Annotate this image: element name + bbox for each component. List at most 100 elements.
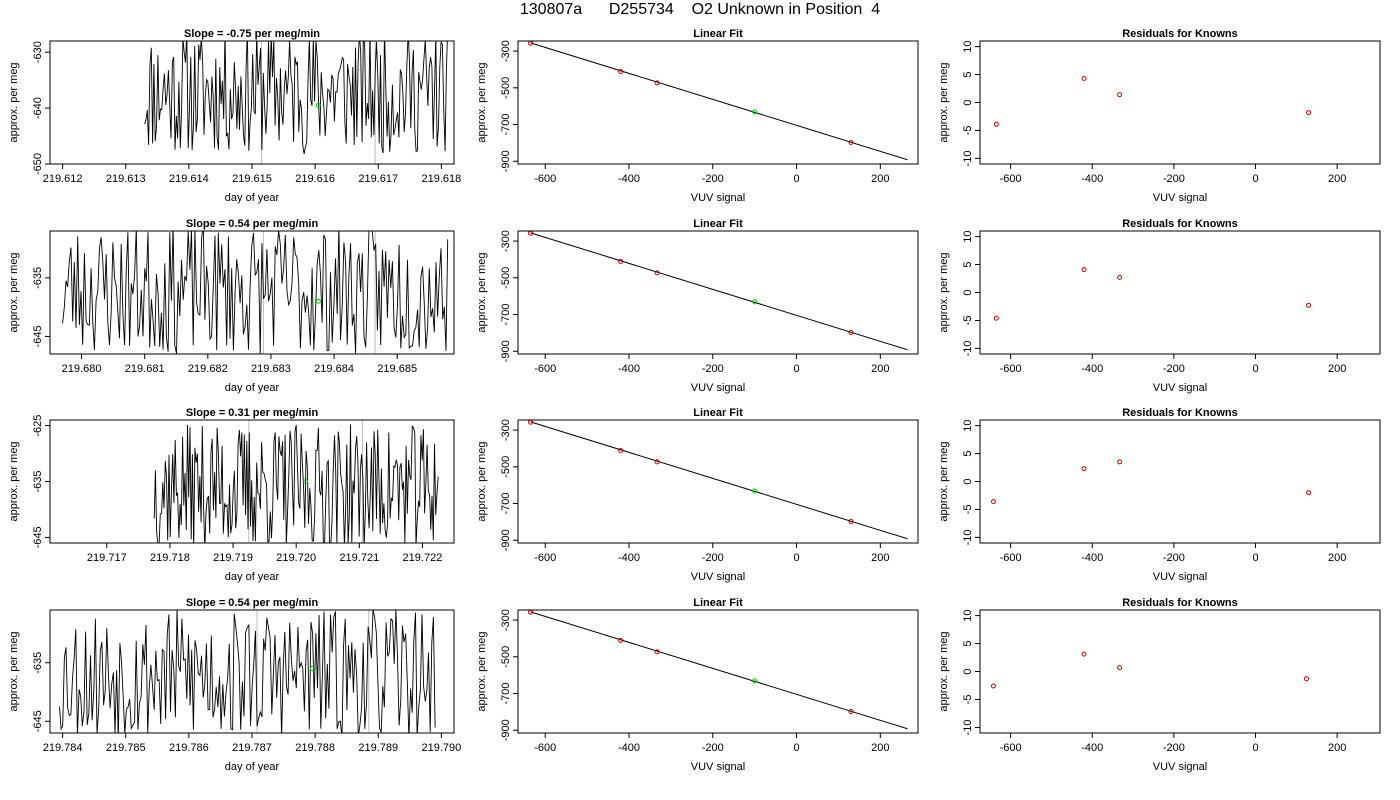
x-tick-label: 219.615: [232, 173, 272, 185]
x-axis-label: VUV signal: [691, 382, 745, 394]
x-tick-label: 0: [793, 363, 799, 375]
x-axis-label: VUV signal: [691, 571, 745, 583]
x-tick-label: -400: [618, 173, 640, 185]
x-tick-label: -400: [1081, 742, 1103, 754]
y-axis-label: approx. per meg: [938, 252, 950, 332]
panel-title: Slope = 0.54 per meg/min: [186, 597, 319, 609]
x-axis: 219.612 219.613 219.614 219.615 219.616 219.6…: [43, 164, 461, 185]
y-tick-label: -700: [500, 114, 512, 136]
known-point: [1117, 665, 1123, 671]
known-point: [1081, 75, 1087, 81]
x-tick-label: 219.790: [421, 742, 461, 754]
x-tick-label: 219.618: [421, 173, 461, 185]
y-tick-label: 5: [962, 450, 974, 456]
plot-frame: [979, 419, 1381, 544]
x-tick-label: -200: [702, 363, 724, 375]
plot-area: [528, 420, 908, 540]
known-point: [618, 68, 624, 74]
signal-series-line: [62, 231, 449, 354]
y-tick-label: -900: [500, 719, 512, 741]
panel-1-2: Linear Fit -600 -400 -200 0 200 VUV signal -900…: [476, 28, 919, 204]
y-tick-label: -300: [500, 609, 512, 631]
known-point: [990, 683, 996, 689]
x-tick-label: -400: [618, 363, 640, 375]
x-axis-label: VUV signal: [1153, 571, 1207, 583]
x-tick-label: -600: [1000, 742, 1022, 754]
x-tick-label: 219.613: [106, 173, 146, 185]
signal-series-line: [59, 610, 436, 733]
figure-title: 130807a D255734 O2 Unknown in Position 4: [519, 1, 881, 18]
panel-2-2: Linear Fit -600 -400 -200 0 200 VUV signal -900…: [476, 218, 919, 394]
unknown-mean-marker: [303, 479, 309, 484]
y-tick-label: -10: [962, 340, 974, 356]
signal-series-line: [144, 41, 448, 155]
y-axis: -645 -635: [32, 267, 50, 347]
panel-4-3: Residuals for Knowns -600 -400 -200 0 200 VUV …: [938, 597, 1381, 773]
x-tick-label: -200: [702, 173, 724, 185]
x-tick-label: 200: [1328, 363, 1346, 375]
x-tick-label: 219.717: [87, 552, 127, 564]
y-tick-label: -900: [500, 529, 512, 551]
y-tick-label: -700: [500, 493, 512, 515]
x-tick-label: -200: [1163, 363, 1185, 375]
x-tick-label: -200: [702, 742, 724, 754]
y-tick-label: -645: [32, 325, 44, 347]
y-axis: -900 -700 -500 -300: [500, 419, 518, 551]
x-axis: -600 -400 -200 0 200: [534, 733, 889, 754]
known-point: [990, 499, 996, 505]
y-tick-label: -650: [32, 153, 44, 175]
x-axis-label: VUV signal: [1153, 192, 1207, 204]
panel-title: Residuals for Knowns: [1122, 218, 1238, 230]
y-tick-label: 10: [962, 40, 974, 52]
x-tick-label: 219.616: [295, 173, 335, 185]
plot-frame: [979, 609, 1381, 734]
known-point: [618, 447, 624, 453]
x-axis: -600 -400 -200 0 200: [1000, 543, 1346, 564]
plot-frame: [979, 40, 1381, 165]
x-tick-label: 0: [793, 742, 799, 754]
known-point: [654, 270, 660, 276]
panel-title: Slope = 0.54 per meg/min: [186, 218, 319, 230]
x-tick-label: 0: [793, 552, 799, 564]
known-point: [1306, 490, 1312, 496]
fit-line: [530, 232, 908, 351]
x-tick-label: 0: [1252, 363, 1258, 375]
x-axis: -600 -400 -200 0 200: [534, 543, 889, 564]
known-point: [618, 258, 624, 264]
plot-area: [993, 267, 1312, 321]
known-point: [848, 140, 854, 146]
y-tick-label: -5: [962, 316, 974, 326]
unknown-mean-marker: [315, 102, 321, 108]
panel-title: Residuals for Knowns: [1122, 597, 1238, 609]
x-tick-label: -600: [534, 742, 556, 754]
x-tick-label: 219.685: [377, 363, 417, 375]
plot-area: [990, 651, 1310, 689]
plot-area: [59, 610, 436, 733]
y-axis-label: approx. per meg: [938, 441, 950, 521]
y-tick-label: -500: [500, 267, 512, 289]
x-tick-label: 219.612: [43, 173, 83, 185]
known-point: [654, 80, 660, 86]
y-tick-label: 10: [962, 230, 974, 242]
plot-area: [144, 41, 448, 164]
y-tick-label: -10: [962, 529, 974, 545]
y-axis: -900 -700 -500 -300: [500, 609, 518, 741]
y-axis-label: approx. per meg: [476, 631, 488, 711]
plot-frame: [517, 230, 919, 355]
panel-3-3: Residuals for Knowns -600 -400 -200 0 200 VUV …: [938, 407, 1381, 583]
y-tick-label: -5: [962, 126, 974, 136]
x-tick-label: -400: [618, 552, 640, 564]
y-axis-label: approx. per meg: [476, 62, 488, 142]
plot-area: [990, 459, 1312, 505]
plot-area: [528, 610, 908, 730]
y-axis: -10 -5 0 5 10: [962, 419, 980, 545]
panel-title: Residuals for Knowns: [1122, 407, 1238, 419]
fit-line: [530, 611, 908, 730]
plot-area: [153, 420, 439, 543]
y-tick-label: -700: [500, 683, 512, 705]
y-axis-label: approx. per meg: [476, 441, 488, 521]
unknown-mean-marker: [309, 666, 315, 672]
x-tick-label: 219.682: [188, 363, 228, 375]
